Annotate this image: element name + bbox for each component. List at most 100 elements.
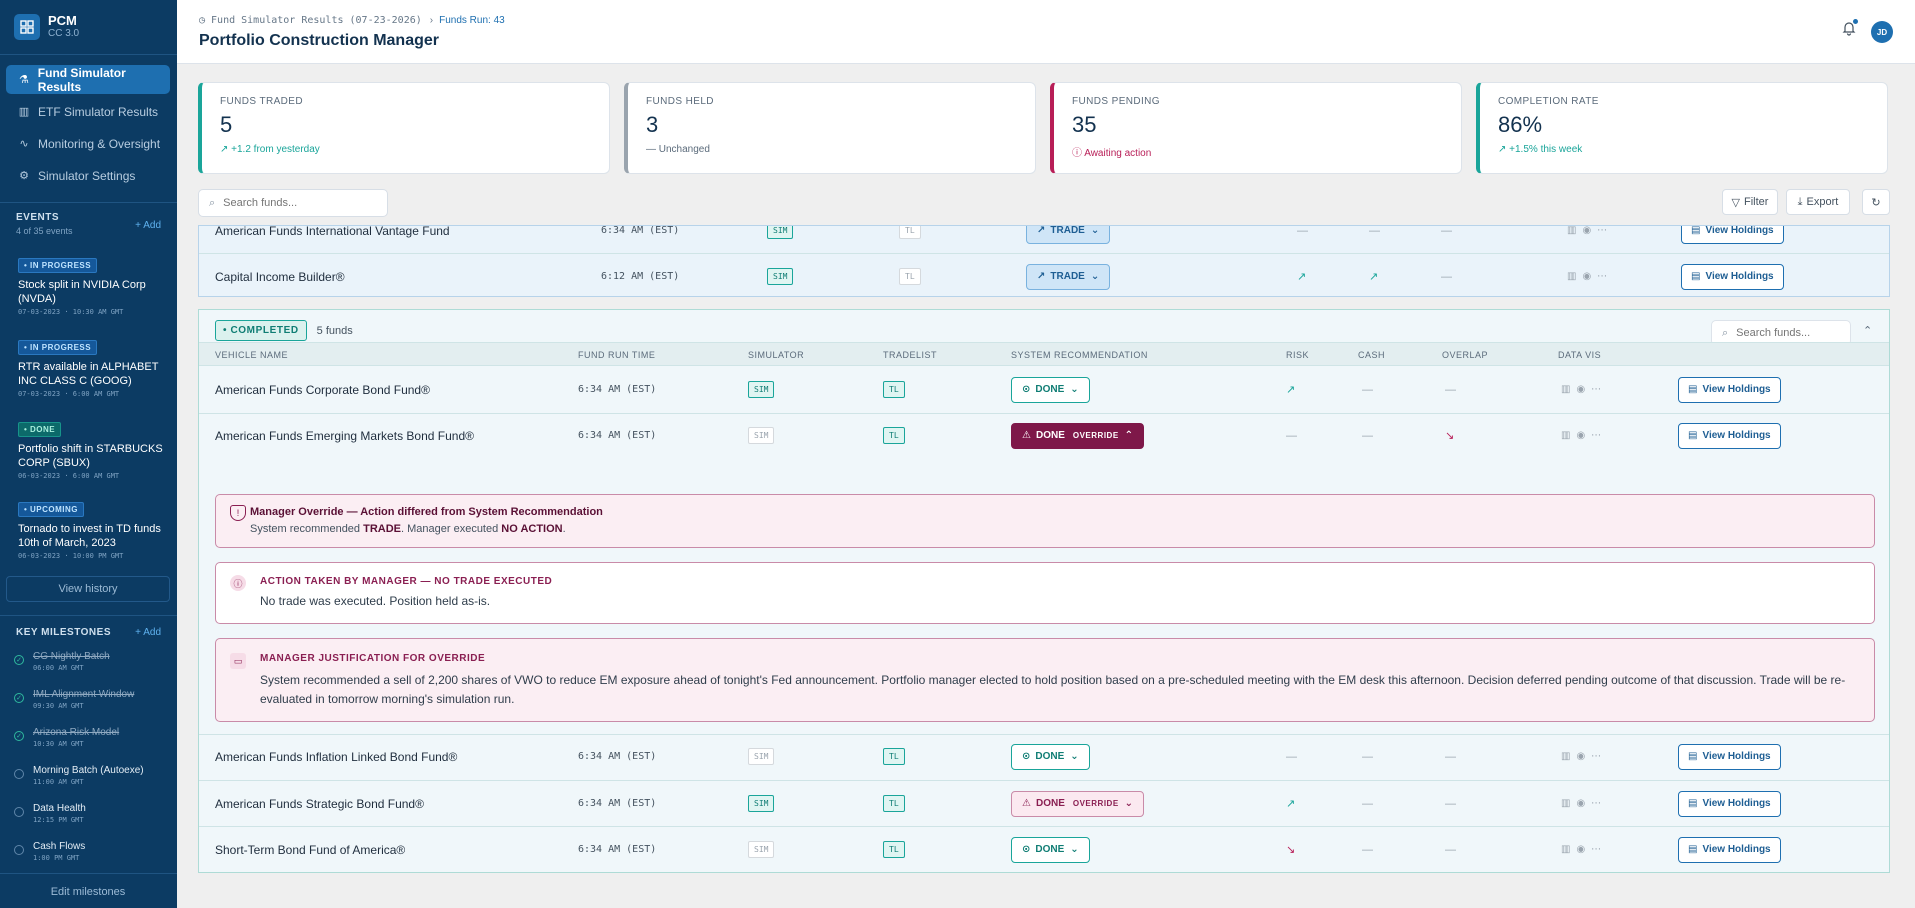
tradelist-chip[interactable]: TL — [899, 226, 921, 239]
filter-icon: ▽ — [1731, 196, 1740, 209]
event-item[interactable]: • DONE Portfolio shift in STARBUCKS CORP… — [18, 420, 168, 480]
view-holdings-label: View Holdings — [1705, 271, 1774, 282]
add-event-button[interactable]: + Add — [135, 220, 161, 231]
simulator-chip[interactable]: SIM — [767, 268, 794, 285]
override-alert-title: Manager Override — Action differed from … — [250, 506, 603, 518]
add-milestone-button[interactable]: + Add — [135, 627, 161, 638]
event-title: RTR available in ALPHABET INC CLASS C (G… — [18, 361, 159, 387]
view-holdings-button[interactable]: ▤ View Holdings — [1678, 376, 1781, 403]
edit-milestones-button[interactable]: Edit milestones — [50, 886, 126, 898]
data-vis-icons[interactable]: ▥◉⋯ — [1561, 751, 1608, 762]
view-holdings-button[interactable]: ▤ View Holdings — [1678, 836, 1781, 863]
risk-trend-up-icon: ↗ — [1297, 271, 1307, 283]
milestone-name: Data Health — [33, 803, 86, 814]
tradelist-chip[interactable]: TL — [899, 268, 921, 285]
refresh-button[interactable]: ↻ — [1862, 189, 1890, 215]
building-icon: ▤ — [1688, 798, 1698, 809]
milestone-time: 10:30 AM GMT — [33, 740, 84, 748]
view-holdings-button[interactable]: ▤ View Holdings — [1681, 226, 1784, 244]
clock-icon: ◷ — [199, 15, 206, 26]
milestone-time: 09:30 AM GMT — [33, 702, 84, 710]
data-vis-icons[interactable]: ▥◉⋯ — [1561, 430, 1608, 441]
event-title: Portfolio shift in STARBUCKS CORP (SBUX) — [18, 443, 163, 469]
milestone-time: 1:00 PM GMT — [33, 854, 80, 862]
brand[interactable]: PCM CC 3.0 — [14, 14, 79, 40]
building-icon: ▤ — [1688, 384, 1698, 395]
view-holdings-button[interactable]: ▤ View Holdings — [1681, 263, 1784, 290]
table-header: VEHICLE NAME FUND RUN TIME SIMULATOR TRA… — [199, 342, 1889, 366]
data-vis-icons[interactable]: ▥◉⋯ — [1567, 271, 1614, 282]
event-item[interactable]: • IN PROGRESS RTR available in ALPHABET … — [18, 338, 168, 398]
table-row[interactable]: Short-Term Bond Fund of America® 6:34 AM… — [199, 827, 1889, 872]
tradelist-chip[interactable]: TL — [883, 381, 905, 398]
recommendation-button[interactable]: ⊙ DONE ⌄ — [1011, 376, 1090, 403]
table-row[interactable]: American Funds Emerging Markets Bond Fun… — [199, 413, 1889, 458]
event-title: Tornado to invest in TD funds 10th of Ma… — [18, 523, 161, 549]
column-header: CASH — [1358, 350, 1386, 360]
divider — [0, 202, 177, 203]
milestone-item[interactable]: Cash Flows 1:00 PM GMT — [14, 840, 174, 862]
table-row[interactable]: American Funds Inflation Linked Bond Fun… — [199, 734, 1889, 779]
table-row[interactable]: American Funds Corporate Bond Fund® 6:34… — [199, 367, 1889, 412]
data-vis-icons[interactable]: ▥◉⋯ — [1567, 225, 1614, 236]
row-divider — [199, 253, 1889, 254]
kpi-card-funds-traded: FUNDS TRADED 5 ↗ +1.2 from yesterday — [198, 82, 610, 174]
nav-item-fund-simulator-results[interactable]: ⚗ Fund Simulator Results — [6, 65, 170, 94]
data-vis-icons[interactable]: ▥◉⋯ — [1561, 844, 1608, 855]
info-icon: ⓘ — [230, 575, 246, 591]
section-search-input[interactable] — [1736, 327, 1839, 339]
view-holdings-button[interactable]: ▤ View Holdings — [1678, 743, 1781, 770]
simulator-chip[interactable]: SIM — [748, 841, 775, 858]
row-divider — [199, 826, 1889, 827]
nav-item-monitoring-oversight[interactable]: ∿ Monitoring & Oversight — [6, 129, 170, 158]
simulator-chip[interactable]: SIM — [748, 381, 775, 398]
row-divider — [199, 734, 1889, 735]
milestone-item[interactable]: ✓ CG Nightly Batch 06:00 AM GMT — [14, 650, 174, 672]
avatar[interactable]: JD — [1871, 21, 1893, 43]
milestone-item[interactable]: Morning Batch (Autoexe) 11:00 AM GMT — [14, 764, 174, 786]
fund-run-time: 6:34 AM (EST) — [578, 384, 657, 395]
override-recommendation-button[interactable]: ⚠ DONE OVERRIDE ⌃ — [1011, 422, 1145, 449]
bell-icon[interactable] — [1841, 19, 1858, 36]
recommendation-button[interactable]: ⊙ DONE ⌄ — [1011, 743, 1090, 770]
chevron-up-icon[interactable]: ⌃ — [1863, 325, 1873, 337]
section-header[interactable]: • COMPLETED 5 funds — [215, 320, 353, 341]
table-row[interactable]: Capital Income Builder® 6:12 AM (EST) SI… — [199, 254, 1889, 296]
milestone-item[interactable]: ✓ IML Alignment Window 09:30 AM GMT — [14, 688, 174, 710]
view-holdings-button[interactable]: ▤ View Holdings — [1678, 790, 1781, 817]
tradelist-chip[interactable]: TL — [883, 841, 905, 858]
data-vis-icons[interactable]: ▥◉⋯ — [1561, 384, 1608, 395]
tradelist-chip[interactable]: TL — [883, 427, 905, 444]
vehicle-name: Capital Income Builder® — [215, 269, 345, 284]
override-recommendation-button[interactable]: ⚠ DONE OVERRIDE ⌄ — [1011, 790, 1145, 817]
data-vis-icons[interactable]: ▥◉⋯ — [1561, 798, 1608, 809]
recommendation-button[interactable]: ↗ TRADE ⌄ — [1026, 263, 1111, 290]
simulator-chip[interactable]: SIM — [748, 795, 775, 812]
chevron-down-icon: ⌄ — [1090, 225, 1100, 236]
nav-label: ETF Simulator Results — [38, 104, 159, 119]
table-row[interactable]: American Funds International Vantage Fun… — [199, 225, 1889, 253]
tradelist-chip[interactable]: TL — [883, 748, 905, 765]
recommendation-button[interactable]: ⊙ DONE ⌄ — [1011, 836, 1090, 863]
view-history-button[interactable]: View history — [6, 576, 170, 602]
view-holdings-button[interactable]: ▤ View Holdings — [1678, 422, 1781, 449]
nav-item-etf-simulator-results[interactable]: ▥ ETF Simulator Results — [6, 97, 170, 126]
simulator-chip[interactable]: SIM — [748, 427, 775, 444]
events-count: 4 of 35 events — [16, 226, 73, 236]
event-status-badge: • IN PROGRESS — [18, 258, 98, 273]
milestone-item[interactable]: Data Health 12:15 PM GMT — [14, 802, 174, 824]
milestone-item[interactable]: ✓ Arizona Risk Model 10:30 AM GMT — [14, 726, 174, 748]
filter-button[interactable]: ▽ Filter — [1722, 189, 1778, 215]
event-item[interactable]: • IN PROGRESS Stock split in NVIDIA Corp… — [18, 256, 168, 316]
tradelist-chip[interactable]: TL — [883, 795, 905, 812]
simulator-chip[interactable]: SIM — [767, 226, 794, 239]
search-input[interactable] — [223, 197, 366, 209]
breadcrumb-link[interactable]: Fund Simulator Results (07-23-2026) — [211, 15, 422, 26]
nav-item-simulator-settings[interactable]: ⚙ Simulator Settings — [6, 161, 170, 190]
view-holdings-label: View Holdings — [1702, 430, 1771, 441]
simulator-chip[interactable]: SIM — [748, 748, 775, 765]
recommendation-button[interactable]: ↗ TRADE ⌄ — [1026, 225, 1111, 244]
event-item[interactable]: • UPCOMING Tornado to invest in TD funds… — [18, 500, 168, 560]
export-button[interactable]: ⤓ Export — [1786, 189, 1850, 215]
table-row[interactable]: American Funds Strategic Bond Fund® 6:34… — [199, 781, 1889, 826]
